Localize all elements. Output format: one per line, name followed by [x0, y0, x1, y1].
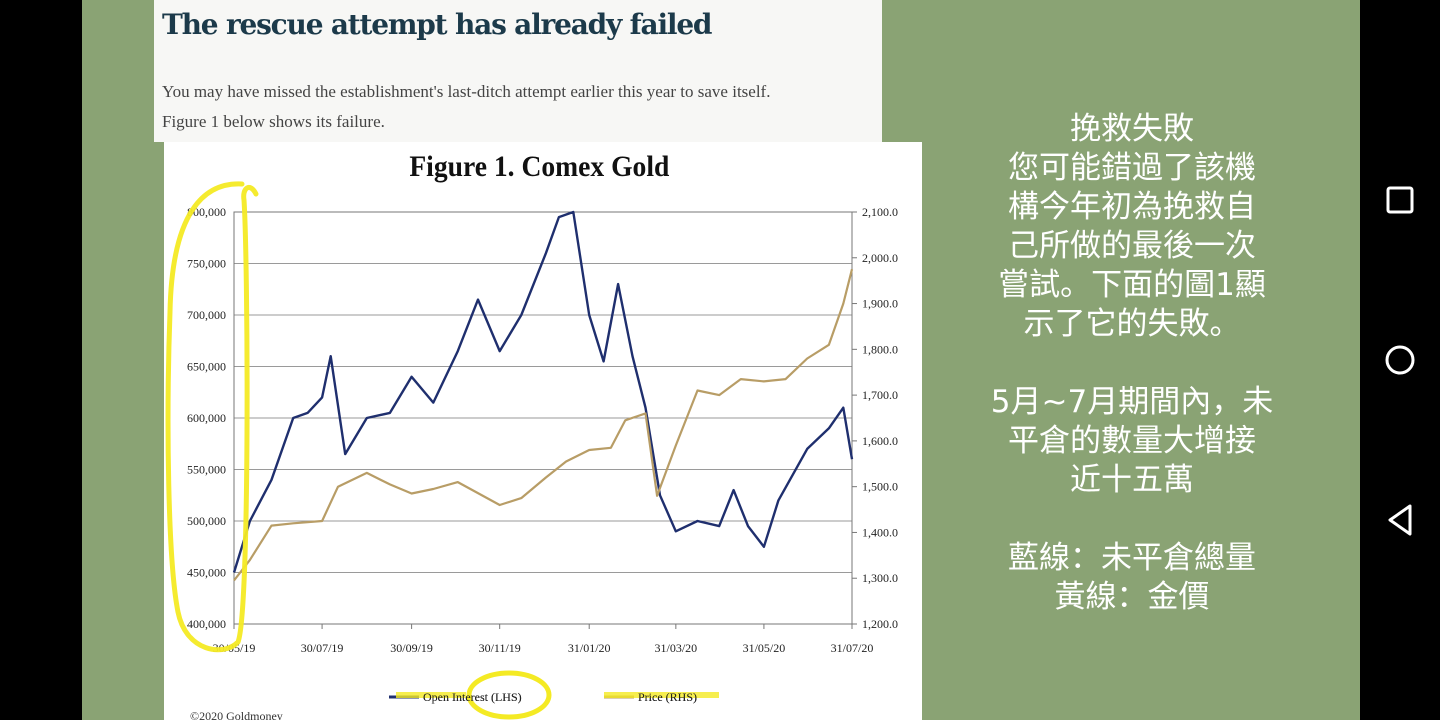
- triangle-back-icon[interactable]: [1380, 500, 1420, 540]
- x-tick-label: 31/01/20: [568, 641, 611, 655]
- open-interest-line: [232, 210, 854, 573]
- y-left-tick-label: 550,000: [187, 463, 226, 477]
- chart-panel: Figure 1. Comex Gold 400,000 450,000 500,00…: [164, 142, 922, 720]
- y-right-tick-label: 1,800.0: [862, 342, 898, 356]
- y-left-tick-label: 500,000: [187, 514, 226, 528]
- article-body-line2: Figure 1 below shows its failure.: [162, 112, 385, 131]
- x-tick-label: 31/05/20: [743, 641, 786, 655]
- x-tick-label: 31/07/20: [831, 641, 874, 655]
- y-right-tick-label: 1,200.0: [862, 617, 898, 631]
- android-nav-bar: [1360, 0, 1440, 720]
- yellow-highlight-left-axis: [165, 181, 259, 653]
- legend-open-interest-label-top: Open Interest (LHS): [423, 690, 522, 704]
- y-left-tick-label: 800,000: [187, 205, 226, 219]
- chart-title: Figure 1. Comex Gold: [409, 150, 669, 183]
- note-line: 己所做的最後一次: [1008, 228, 1256, 264]
- plot-frame: [233, 211, 853, 625]
- note-line: 藍線：未平倉總量: [1008, 540, 1256, 576]
- note-line: 近十五萬: [1070, 462, 1194, 498]
- note-line: 挽救失敗: [1070, 111, 1194, 147]
- y-left-tick-label: 450,000: [187, 566, 226, 580]
- y-left-tick-label: 650,000: [187, 360, 226, 374]
- y-right-tick-label: 1,500.0: [862, 480, 898, 494]
- note-line: 您可能錯過了該機: [1008, 150, 1256, 186]
- left-black-bar: [0, 0, 82, 720]
- y-right-tick-label: 1,600.0: [862, 434, 898, 448]
- y-left-tick-label: 700,000: [187, 308, 226, 322]
- y-right-tick-label: 2,100.0: [862, 205, 898, 219]
- y-right-tick-label: 1,400.0: [862, 525, 898, 539]
- article-excerpt: The rescue attempt has already failed Yo…: [154, 0, 882, 142]
- x-tick-label: 30/09/19: [390, 641, 433, 655]
- note-line: 示了它的失敗。: [1023, 306, 1241, 342]
- yellow-highlight-legend-circle: [466, 670, 552, 720]
- note-line: 5月~7月期間內，未: [990, 384, 1274, 420]
- note-line: 黃線：金價: [1054, 579, 1210, 615]
- x-tick-label: 30/11/19: [479, 641, 521, 655]
- square-recents-icon[interactable]: [1380, 180, 1420, 220]
- circle-home-icon[interactable]: [1380, 340, 1420, 380]
- article-headline: The rescue attempt has already failed: [162, 8, 713, 41]
- video-frame: The rescue attempt has already failed Yo…: [82, 0, 1360, 720]
- y-right-tick-label: 1,700.0: [862, 388, 898, 402]
- notes-block-1: 挽救失敗 您可能錯過了該機 構今年初為挽救自 己所做的最後一次 嘗試。下面的圖1顯 示了它…: [962, 110, 1302, 344]
- x-tick-label: 30/07/19: [301, 641, 344, 655]
- notes-block-3: 藍線：未平倉總量 黃線：金價: [962, 539, 1302, 617]
- note-line: 平倉的數量大增接: [1008, 423, 1256, 459]
- y-right-tick-label: 2,000.0: [862, 251, 898, 265]
- note-line: 構今年初為挽救自: [1008, 189, 1256, 225]
- comex-gold-chart: Figure 1. Comex Gold 400,000 450,000 500,00…: [165, 150, 898, 720]
- x-tick-label: 31/03/20: [655, 641, 698, 655]
- y-right-tick-label: 1,300.0: [862, 571, 898, 585]
- note-line: 嘗試。下面的圖1顯: [998, 267, 1266, 303]
- notes-block-2: 5月~7月期間內，未 平倉的數量大增接 近十五萬: [962, 383, 1302, 500]
- price-line: [233, 268, 854, 582]
- chart-footer: ©2020 Goldmoney: [190, 709, 283, 720]
- chinese-notes: 挽救失敗 您可能錯過了該機 構今年初為挽救自 己所做的最後一次 嘗試。下面的圖1顯 示了它…: [962, 110, 1302, 617]
- article-body-line1: You may have missed the establishment's …: [162, 82, 771, 101]
- legend-price-label-top: Price (RHS): [638, 690, 697, 704]
- y-left-tick-label: 600,000: [187, 411, 226, 425]
- y-right-tick-label: 1,900.0: [862, 297, 898, 311]
- y-left-tick-label: 750,000: [187, 257, 226, 271]
- y-left-tick-label: 400,000: [187, 617, 226, 631]
